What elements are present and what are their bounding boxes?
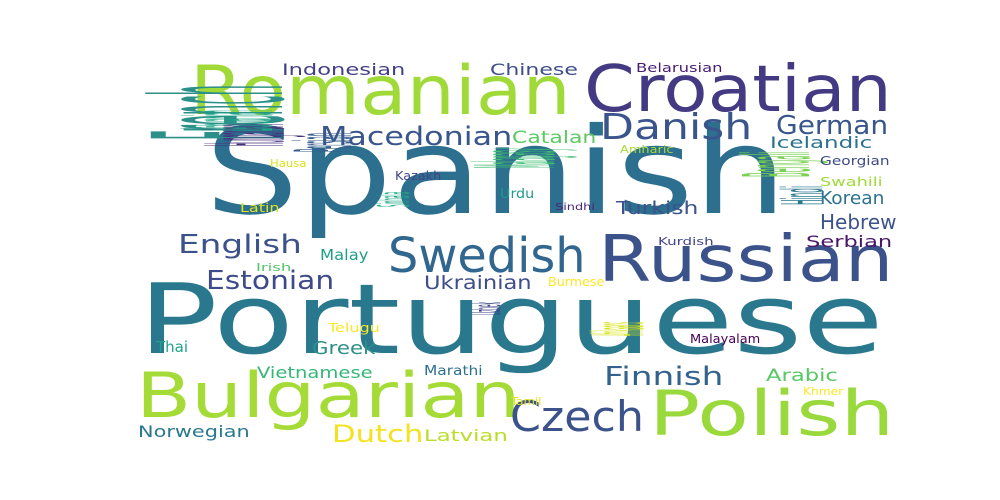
word-burmese: Burmese bbox=[548, 275, 605, 289]
word-swahili: Swahili bbox=[820, 175, 883, 189]
word-kazakh: Kazakh bbox=[395, 169, 442, 183]
word-hausa: Hausa bbox=[270, 157, 307, 170]
word-chinese: Chinese bbox=[490, 60, 578, 79]
word-korean: Korean bbox=[820, 188, 885, 209]
word-english: English bbox=[178, 230, 302, 260]
word-portuguese: Portuguese bbox=[138, 263, 884, 376]
word-danish: Danish bbox=[600, 107, 753, 148]
word-lithuanian: Lithuanian bbox=[162, 110, 301, 131]
word-norwegian: Norwegian bbox=[138, 422, 250, 441]
word-swedish: Swedish bbox=[388, 228, 586, 284]
word-macedonian: Macedonian bbox=[320, 122, 513, 152]
word-catalan: Catalan bbox=[512, 128, 597, 148]
word-khmer: Khmer bbox=[803, 385, 844, 398]
word-malay: Malay bbox=[320, 246, 369, 264]
word-bengali: Bengali bbox=[724, 151, 831, 177]
word-spanish: Spanish bbox=[205, 103, 787, 242]
word-malagasy: Malagasy bbox=[452, 148, 580, 168]
word-greek: Greek bbox=[312, 338, 376, 359]
word-vietnamese: Vietnamese bbox=[257, 363, 373, 382]
word-czech: Czech bbox=[510, 392, 644, 441]
word-irish: Irish bbox=[256, 261, 292, 274]
word-georgian: Georgian bbox=[820, 154, 890, 168]
word-croatian: Croatian bbox=[584, 53, 892, 127]
word-thai: Thai bbox=[156, 338, 189, 356]
word-persian: Persian bbox=[280, 132, 370, 152]
word-german: German bbox=[776, 111, 889, 141]
word-marathi: Marathi bbox=[424, 364, 483, 379]
word-romanian: Romanian bbox=[190, 52, 571, 131]
word-serbian: Serbian bbox=[806, 232, 893, 251]
word-icelandic: Icelandic bbox=[770, 133, 873, 152]
word-afrikaans: Afrikaans bbox=[578, 322, 660, 336]
word-turkish: Turkish bbox=[616, 198, 699, 219]
word-indonesian: Indonesian bbox=[282, 60, 406, 79]
word-russian: Russian bbox=[598, 223, 894, 297]
word-latvian: Latvian bbox=[424, 426, 508, 445]
word-dutch: Dutch bbox=[332, 420, 424, 448]
word-amharic: Amharic bbox=[620, 143, 674, 156]
word-sindhi: Sindhi bbox=[555, 202, 595, 213]
word-latin: Latin bbox=[240, 201, 280, 215]
word-arabic: Arabic bbox=[766, 366, 838, 386]
word-ukrainian: Ukrainian bbox=[424, 272, 532, 294]
word-tamil: Tamil bbox=[511, 395, 542, 408]
word-polish: Polish bbox=[649, 377, 895, 450]
word-kurdish: Kurdish bbox=[658, 235, 714, 248]
word-hebrew: Hebrew bbox=[820, 210, 897, 234]
word-telugu: Telugu bbox=[328, 321, 380, 335]
word-belarusian: Belarusian bbox=[636, 61, 723, 75]
word-sinhala: Sinhala bbox=[369, 191, 420, 207]
word-urdu: Urdu bbox=[500, 187, 535, 202]
word-uzbek: Uzbek bbox=[465, 301, 509, 315]
word-bulgarian: Bulgarian bbox=[136, 359, 521, 432]
word-estonian: Estonian bbox=[206, 266, 335, 296]
word-finnish: Finnish bbox=[604, 362, 724, 392]
word-malayalam: Malayalam bbox=[690, 332, 761, 346]
